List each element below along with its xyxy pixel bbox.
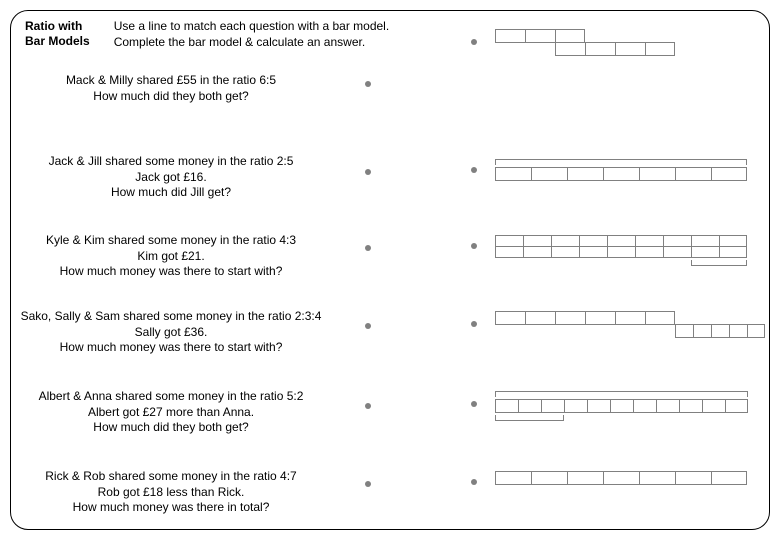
match-dot-left[interactable] xyxy=(365,323,371,329)
match-dot-left[interactable] xyxy=(365,403,371,409)
match-dot-right[interactable] xyxy=(471,321,477,327)
match-dot-right[interactable] xyxy=(471,401,477,407)
match-dot-left[interactable] xyxy=(365,81,371,87)
instructions: Use a line to match each question with a… xyxy=(114,19,389,50)
question-block: Rick & Rob shared some money in the rati… xyxy=(11,469,331,516)
question-block: Mack & Milly shared £55 in the ratio 6:5… xyxy=(11,73,331,104)
question-block: Jack & Jill shared some money in the rat… xyxy=(11,154,331,201)
bar-model xyxy=(495,391,765,421)
header: Ratio with Bar Models Use a line to matc… xyxy=(25,19,389,50)
worksheet-title: Ratio with Bar Models xyxy=(25,19,90,49)
match-dot-right[interactable] xyxy=(471,243,477,249)
question-block: Sako, Sally & Sam shared some money in t… xyxy=(11,309,331,356)
match-dot-right[interactable] xyxy=(471,39,477,45)
instr-line1: Use a line to match each question with a… xyxy=(114,19,389,33)
match-dot-right[interactable] xyxy=(471,167,477,173)
bar-model xyxy=(495,29,765,56)
match-dot-left[interactable] xyxy=(365,245,371,251)
question-block: Albert & Anna shared some money in the r… xyxy=(11,389,331,436)
bar-model xyxy=(495,311,765,338)
match-dot-left[interactable] xyxy=(365,169,371,175)
title-line1: Ratio with xyxy=(25,19,82,33)
worksheet-page: Ratio with Bar Models Use a line to matc… xyxy=(10,10,770,530)
bar-model xyxy=(495,471,765,485)
title-line2: Bar Models xyxy=(25,34,90,48)
bar-model xyxy=(495,159,765,181)
bar-model xyxy=(495,235,765,266)
instr-line2: Complete the bar model & calculate an an… xyxy=(114,35,365,49)
match-dot-left[interactable] xyxy=(365,481,371,487)
question-block: Kyle & Kim shared some money in the rati… xyxy=(11,233,331,280)
match-dot-right[interactable] xyxy=(471,479,477,485)
